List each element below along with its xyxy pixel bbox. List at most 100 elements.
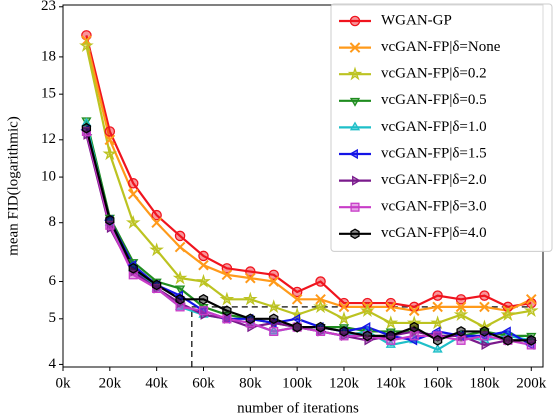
marker [409,321,419,333]
x-tick-label: 180k [469,375,500,391]
marker [347,66,363,81]
legend-label: vcGAN-FP|δ=1.0 [381,119,487,135]
marker [198,306,209,316]
y-tick-label: 6 [49,273,57,289]
marker [350,228,360,240]
marker [269,326,279,337]
legend-label: vcGAN-FP|δ=2.0 [381,172,487,188]
marker [432,334,443,346]
legend-label: vcGAN-FP|δ=4.0 [381,225,487,241]
marker [526,334,536,346]
marker [453,307,469,321]
marker [349,121,361,131]
marker [432,343,443,353]
marker [479,301,490,313]
legend-label: vcGAN-FP|δ=None [381,39,501,55]
marker [151,209,162,221]
x-tick-label: 160k [423,375,454,391]
marker [219,291,235,306]
x-axis-label: number of iterations [237,400,359,416]
y-tick-label: 5 [49,310,57,326]
marker [430,315,445,330]
marker [432,301,443,313]
marker [336,311,352,326]
marker [104,126,116,137]
marker [102,146,118,161]
marker [151,217,162,229]
marker [456,326,466,337]
marker [339,326,349,337]
marker [362,330,373,342]
marker [409,331,419,341]
marker [152,283,162,294]
x-tick-label: 20k [99,375,122,391]
marker [315,276,326,287]
marker [243,291,258,306]
marker [479,290,490,301]
x-tick-label: 40k [145,375,168,391]
marker [294,322,304,333]
marker [360,303,375,317]
marker [104,134,116,146]
marker [268,269,279,281]
marker [500,307,516,321]
marker [198,259,209,271]
marker [174,241,186,253]
marker [196,273,211,288]
marker [105,214,115,226]
marker [172,270,188,285]
marker [432,290,443,301]
marker [127,178,139,189]
marker [152,279,162,291]
marker [268,325,279,335]
marker [221,263,233,274]
marker [338,301,350,313]
marker [352,175,361,186]
y-tick-label: 12 [41,131,56,147]
y-tick-label: 23 [41,0,56,14]
marker [174,230,186,242]
marker [456,335,466,345]
x-tick-label: 100k [282,375,313,391]
marker [291,313,301,324]
marker [128,270,138,280]
marker [523,303,539,317]
x-tick-label: 0k [56,375,72,391]
marker [313,299,328,314]
marker [501,326,511,337]
marker [128,262,138,274]
marker [198,293,209,305]
x-tick-label: 140k [376,375,407,391]
marker [291,294,303,305]
marker [81,122,92,134]
legend-box [330,3,553,252]
marker [361,322,371,333]
marker [291,286,303,298]
legend-label: vcGAN-FP|δ=1.5 [381,145,487,161]
marker [245,272,256,284]
marker [106,222,116,233]
marker [504,335,514,346]
marker [383,315,399,330]
marker [127,188,139,200]
marker [349,15,361,27]
x-tick-label: 60k [192,375,215,391]
x-tick-label: 80k [239,375,262,391]
x-tick-label: 120k [329,375,360,391]
marker [479,326,490,337]
marker [349,97,361,107]
marker [125,215,141,229]
marker [245,313,255,325]
y-tick-label: 10 [41,169,56,185]
marker [455,301,467,313]
marker [349,42,361,53]
marker [408,305,420,317]
legend-label: WGAN-GP [381,12,452,28]
marker [525,294,537,305]
marker [528,335,538,346]
legend-label: vcGAN-FP|δ=0.2 [381,66,487,82]
marker [350,202,360,212]
marker [266,299,282,314]
marker [481,339,491,351]
